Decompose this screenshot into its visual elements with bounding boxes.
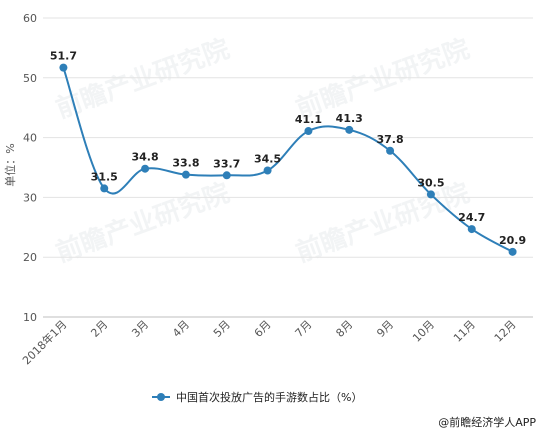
watermark: 前瞻产业研究院 (292, 177, 474, 268)
data-label: 24.7 (458, 211, 485, 224)
data-label: 41.3 (336, 112, 363, 125)
x-tick-label: 8月 (333, 318, 355, 340)
credit-text: @前瞻经济学人APP (438, 415, 536, 429)
data-label: 31.5 (91, 170, 118, 183)
data-point (508, 247, 517, 256)
x-tick-label: 7月 (293, 318, 315, 340)
y-axis: 10 20 30 40 50 60 (23, 12, 37, 324)
data-label: 30.5 (417, 176, 444, 189)
x-tick-label: 3月 (129, 318, 151, 340)
data-point (59, 63, 68, 72)
data-label: 51.7 (50, 50, 77, 63)
data-label: 34.8 (132, 151, 159, 164)
legend: 中国首次投放广告的手游数占比（%） (152, 390, 362, 404)
data-label: 33.8 (172, 157, 199, 170)
y-tick-label: 60 (23, 12, 37, 25)
x-tick-label: 2月 (88, 318, 110, 340)
x-tick-label: 4月 (170, 318, 192, 340)
data-point (467, 225, 476, 234)
x-tick-label: 6月 (252, 318, 274, 340)
data-point (181, 170, 190, 179)
watermark: 前瞻产业研究院 (52, 177, 234, 268)
data-point (141, 164, 150, 173)
x-axis: 2018年1月 2月 3月 4月 5月 6月 7月 8月 9月 10月 11月 12月 (19, 317, 518, 367)
data-points (59, 63, 517, 256)
gridlines (43, 17, 533, 258)
y-axis-label: 单位：% (3, 143, 17, 186)
y-tick-label: 20 (23, 251, 37, 264)
legend-label: 中国首次投放广告的手游数占比（%） (176, 390, 362, 404)
data-point (304, 127, 313, 136)
watermark: 前瞻产业研究院 (292, 33, 474, 124)
y-tick-label: 10 (23, 311, 37, 324)
x-tick-label: 10月 (410, 318, 437, 345)
data-point (345, 125, 354, 134)
watermarks: 前瞻产业研究院 前瞻产业研究院 前瞻产业研究院 前瞻产业研究院 (52, 33, 474, 268)
y-tick-label: 30 (23, 191, 37, 204)
data-label: 33.7 (213, 157, 240, 170)
data-label: 34.5 (254, 152, 281, 165)
x-tick-label: 11月 (451, 318, 478, 345)
data-labels: 51.7 31.5 34.8 33.8 33.7 34.5 41.1 41.3 37.8 30.5… (50, 50, 526, 247)
y-tick-label: 40 (23, 132, 37, 145)
data-label: 20.9 (499, 234, 526, 247)
watermark: 前瞻产业研究院 (52, 33, 234, 124)
data-label: 41.1 (295, 113, 322, 126)
data-label: 37.8 (377, 133, 404, 146)
data-point (100, 184, 109, 193)
x-tick-label: 5月 (211, 318, 233, 340)
x-tick-label: 12月 (492, 318, 519, 345)
legend-marker (157, 393, 165, 401)
y-tick-label: 50 (23, 72, 37, 85)
data-point (222, 171, 231, 180)
x-tick-label: 2018年1月 (19, 317, 69, 367)
data-point (426, 190, 435, 199)
data-point (263, 166, 272, 175)
x-tick-label: 9月 (374, 318, 396, 340)
data-point (386, 146, 395, 155)
